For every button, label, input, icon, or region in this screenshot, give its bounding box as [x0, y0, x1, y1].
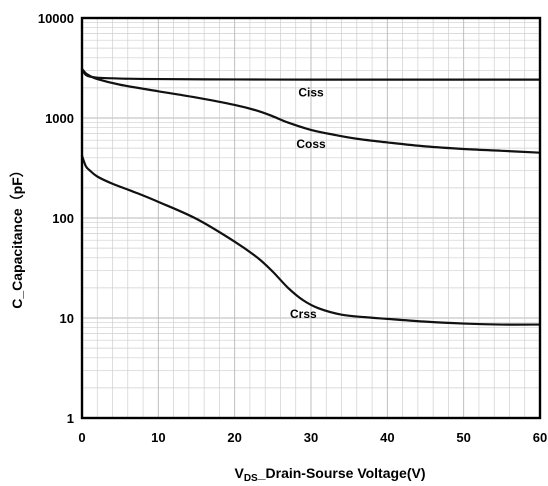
- series-label-coss: Coss: [296, 137, 326, 151]
- curve-labels: Ciss Coss Crss: [290, 85, 326, 321]
- series-line-crss: [80, 154, 542, 326]
- x-tick-label: 10: [151, 430, 165, 445]
- x-tick-label: 60: [533, 430, 547, 445]
- x-tick-labels: 0 10 20 30 40 50 60: [78, 430, 547, 445]
- series-label-crss: Crss: [290, 307, 317, 321]
- y-tick-label: 10000: [38, 11, 74, 26]
- x-axis-title-subscript: DS: [244, 473, 258, 484]
- y-axis-title: C_Capacitance（pF）: [9, 163, 25, 308]
- x-axis-title-rest: _Drain-Sourse Voltage(V): [257, 465, 426, 481]
- x-tick-label: 0: [78, 430, 85, 445]
- y-tick-labels: 1 10 100 1000 10000: [38, 11, 74, 426]
- y-tick-label: 10: [60, 311, 74, 326]
- x-tick-label: 40: [380, 430, 394, 445]
- x-axis-title: VDS_Drain-Sourse Voltage(V): [234, 465, 425, 484]
- curves: [80, 67, 542, 326]
- x-tick-label: 50: [456, 430, 470, 445]
- y-tick-label: 1: [67, 411, 74, 426]
- series-label-ciss: Ciss: [298, 85, 324, 99]
- y-tick-label: 1000: [45, 111, 74, 126]
- x-tick-label: 20: [227, 430, 241, 445]
- series-line-coss: [80, 67, 542, 154]
- plot-frame: [80, 16, 542, 420]
- x-axis-title-main: V: [234, 465, 244, 481]
- x-tick-label: 30: [304, 430, 318, 445]
- y-tick-label: 100: [52, 211, 74, 226]
